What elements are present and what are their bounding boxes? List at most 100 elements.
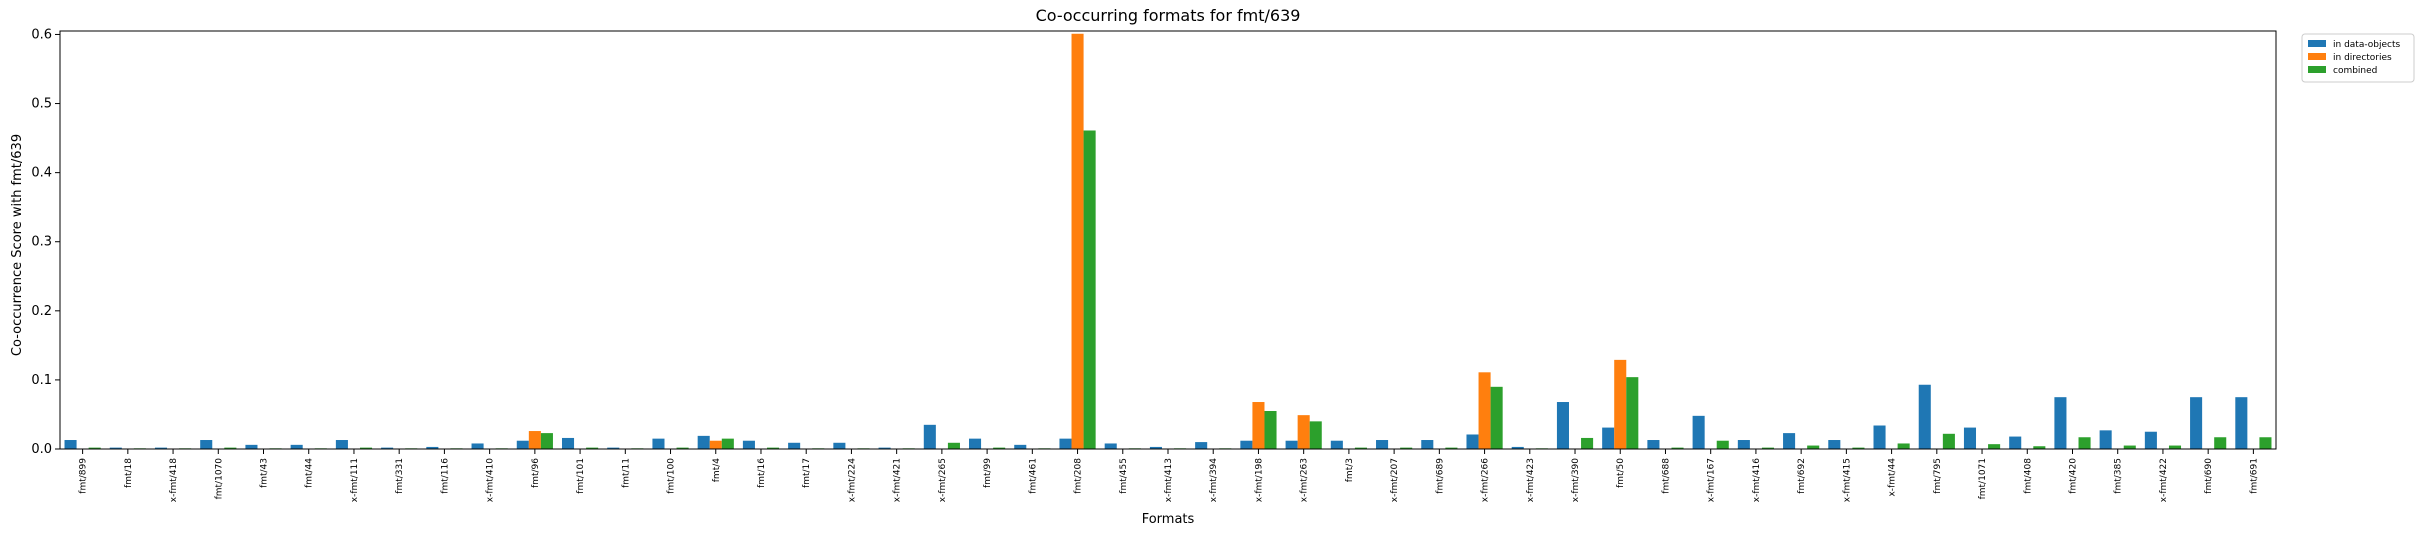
legend-swatch-2	[2308, 66, 2326, 73]
x-tick-label-46: x-fmt/422	[2159, 458, 2169, 502]
bar-in-data-objects-36	[1692, 415, 1705, 449]
bar-combined-44	[2078, 437, 2091, 449]
x-tick-label-35: fmt/688	[1661, 458, 1671, 494]
legend-label-1: in directories	[2333, 53, 2392, 63]
bar-in-data-objects-33	[1556, 402, 1569, 449]
x-tick-label-0: fmt/899	[79, 458, 89, 494]
bar-in-directories-14	[709, 440, 722, 449]
x-tick-label-7: fmt/331	[395, 458, 405, 494]
x-tick-label-33: x-fmt/390	[1571, 458, 1581, 503]
y-axis: 0.0 0.1 0.2 0.3 0.4 0.5 0.6	[31, 27, 60, 457]
bar-in-directories-22	[1071, 33, 1084, 449]
bar-in-data-objects-42	[1963, 427, 1977, 449]
bar-combined-46	[2168, 445, 2182, 449]
bar-in-directories-34	[1614, 359, 1627, 449]
bar-in-data-objects-34	[1602, 427, 1615, 449]
bar-in-data-objects-17	[833, 442, 846, 449]
bar-in-data-objects-30	[1421, 440, 1434, 449]
x-tick-label-14: fmt/4	[712, 458, 722, 482]
bar-combined-20	[993, 447, 1006, 449]
x-tick-label-17: x-fmt/224	[847, 458, 857, 503]
bar-in-data-objects-2	[154, 447, 168, 449]
y-tick-label-3: 0.3	[31, 235, 52, 250]
bar-in-data-objects-0	[64, 440, 77, 449]
y-tick-label-1: 0.1	[31, 373, 52, 388]
legend-swatch-0	[2308, 40, 2326, 47]
bar-combined-40	[1897, 443, 1910, 449]
legend: in data-objects in directories combined	[2301, 33, 2415, 83]
bar-combined-43	[2033, 446, 2046, 449]
bar-in-data-objects-29	[1376, 440, 1389, 449]
bar-in-data-objects-18	[878, 447, 891, 449]
bar-combined-30	[1445, 447, 1458, 449]
bar-in-data-objects-47	[2190, 397, 2203, 449]
y-tick-label-0: 0.0	[31, 442, 52, 457]
bar-in-data-objects-7	[381, 447, 394, 449]
legend-label-0: in data-objects	[2333, 40, 2400, 50]
bar-in-data-objects-15	[742, 440, 755, 449]
x-axis: fmt/899 fmt/18 x-fmt/418 fmt/1070 fmt/43 fmt/…	[79, 449, 2259, 503]
bar-in-data-objects-1	[109, 447, 122, 449]
bar-in-directories-31	[1478, 372, 1491, 449]
bar-in-data-objects-5	[290, 444, 303, 449]
bar-combined-48	[2259, 437, 2272, 449]
legend-box	[2301, 33, 2415, 83]
x-tick-label-27: x-fmt/263	[1300, 458, 1310, 502]
bar-in-data-objects-44	[2054, 397, 2067, 449]
bar-combined-28	[1354, 447, 1367, 449]
bar-in-data-objects-12	[607, 447, 620, 449]
bar-in-directories-26	[1252, 402, 1265, 449]
x-tick-label-48: fmt/691	[2249, 458, 2259, 494]
x-tick-label-45: fmt/385	[2114, 458, 2124, 494]
bar-in-data-objects-3	[200, 440, 213, 449]
x-tick-label-2: x-fmt/418	[169, 458, 179, 503]
x-tick-label-38: fmt/692	[1797, 458, 1807, 494]
x-tick-label-6: x-fmt/111	[350, 458, 360, 502]
bar-in-data-objects-43	[2009, 436, 2022, 449]
x-tick-label-12: fmt/11	[621, 458, 631, 488]
bar-combined-33	[1581, 437, 1594, 449]
x-tick-label-16: fmt/17	[802, 458, 812, 488]
y-axis-label: Co-occurrence Score with fmt/639	[10, 134, 25, 356]
x-tick-label-44: fmt/420	[2068, 458, 2078, 494]
bar-in-data-objects-23	[1104, 443, 1117, 449]
x-tick-label-34: fmt/50	[1616, 458, 1626, 488]
bar-combined-19	[947, 442, 960, 449]
bar-in-data-objects-24	[1149, 446, 1162, 449]
bar-in-data-objects-46	[2144, 431, 2157, 449]
bar-combined-22	[1083, 130, 1096, 450]
bar-combined-31	[1490, 386, 1503, 449]
bar-in-data-objects-40	[1873, 425, 1886, 449]
bar-combined-45	[2123, 445, 2136, 449]
x-tick-label-3: fmt/1070	[214, 458, 224, 500]
bar-combined-10	[540, 433, 553, 449]
bar-combined-14	[721, 438, 734, 449]
bar-in-data-objects-38	[1783, 433, 1796, 449]
bar-combined-26	[1264, 411, 1277, 449]
bar-in-data-objects-28	[1330, 440, 1343, 449]
x-tick-label-13: fmt/100	[667, 458, 677, 494]
x-tick-label-32: x-fmt/423	[1526, 458, 1536, 502]
x-tick-label-43: fmt/408	[2023, 458, 2033, 494]
bar-in-data-objects-41	[1918, 384, 1931, 449]
bar-in-data-objects-16	[788, 442, 801, 449]
x-tick-label-21: fmt/461	[1028, 458, 1038, 494]
x-tick-label-25: x-fmt/394	[1209, 458, 1219, 503]
plot-frame	[59, 30, 2277, 450]
x-axis-label: Formats	[1142, 512, 1195, 527]
x-tick-label-37: x-fmt/416	[1752, 458, 1762, 503]
bar-in-data-objects-22	[1059, 438, 1072, 449]
x-tick-label-15: fmt/16	[757, 458, 767, 488]
x-tick-label-22: fmt/208	[1074, 458, 1084, 494]
bar-combined-0	[88, 447, 101, 449]
bar-combined-29	[1400, 447, 1413, 449]
x-tick-label-39: x-fmt/415	[1842, 458, 1852, 502]
bar-combined-41	[1942, 433, 1955, 449]
bar-in-data-objects-32	[1511, 446, 1524, 449]
x-tick-label-19: x-fmt/265	[938, 458, 948, 502]
x-tick-label-18: x-fmt/421	[893, 458, 903, 502]
bar-in-data-objects-11	[561, 437, 575, 449]
legend-swatch-1	[2308, 53, 2326, 60]
x-tick-label-5: fmt/44	[305, 458, 315, 488]
